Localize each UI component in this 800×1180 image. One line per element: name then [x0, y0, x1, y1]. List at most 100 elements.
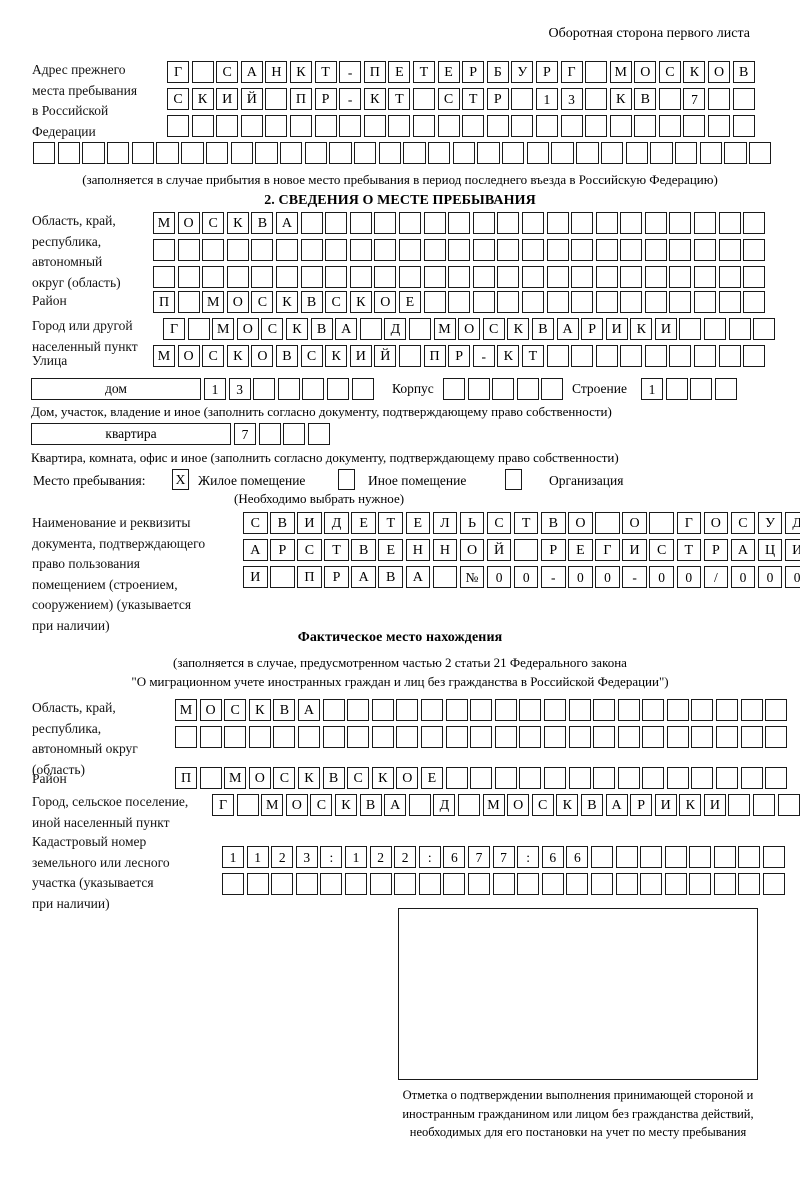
char-cell[interactable] [437, 115, 460, 137]
char-cell[interactable]: М [482, 794, 505, 816]
char-cell[interactable] [690, 378, 713, 400]
char-cell[interactable] [448, 212, 471, 234]
char-cell[interactable]: О [177, 345, 200, 367]
char-cell[interactable] [205, 142, 229, 164]
char-cell[interactable] [650, 142, 673, 164]
char-cell[interactable]: П [297, 566, 322, 588]
char-cell[interactable]: П [423, 345, 446, 367]
char-cell[interactable] [432, 566, 458, 588]
korpus-row[interactable] [443, 378, 566, 400]
char-cell[interactable]: О [634, 61, 657, 83]
char-cell[interactable]: Е [568, 539, 593, 561]
char-cell[interactable] [275, 239, 298, 261]
char-cell[interactable] [714, 378, 737, 400]
char-cell[interactable] [634, 115, 657, 137]
flat-number-row[interactable]: 7 [234, 423, 332, 445]
char-cell[interactable]: В [310, 318, 333, 340]
char-cell[interactable] [374, 239, 397, 261]
char-cell[interactable] [497, 266, 520, 288]
char-cell[interactable] [716, 767, 739, 789]
char-cell[interactable]: С [347, 767, 370, 789]
char-cell[interactable] [339, 115, 362, 137]
char-cell[interactable]: К [679, 794, 702, 816]
char-cell[interactable] [743, 291, 766, 313]
char-cell[interactable] [275, 266, 298, 288]
char-cell[interactable] [546, 291, 569, 313]
char-cell[interactable] [535, 115, 558, 137]
char-cell[interactable]: О [703, 512, 729, 534]
char-cell[interactable]: М [175, 699, 197, 721]
char-cell[interactable]: Т [388, 88, 411, 110]
char-cell[interactable] [448, 266, 471, 288]
char-cell[interactable] [394, 873, 417, 895]
char-cell[interactable] [541, 378, 564, 400]
char-cell[interactable]: Й [374, 345, 397, 367]
char-cell[interactable]: : [517, 846, 540, 868]
char-cell[interactable] [519, 699, 542, 721]
char-cell[interactable] [593, 767, 616, 789]
char-cell[interactable]: Е [420, 767, 443, 789]
char-cell[interactable]: 6 [566, 846, 589, 868]
char-cell[interactable]: Д [784, 512, 800, 534]
char-cell[interactable] [347, 699, 370, 721]
char-cell[interactable]: К [289, 61, 312, 83]
char-cell[interactable] [713, 846, 736, 868]
char-cell[interactable]: М [433, 318, 456, 340]
char-cell[interactable] [620, 291, 643, 313]
char-cell[interactable] [568, 726, 591, 748]
char-cell[interactable]: О [248, 767, 271, 789]
char-cell[interactable] [585, 61, 608, 83]
char-cell[interactable] [153, 266, 175, 288]
char-cell[interactable]: С [531, 794, 554, 816]
char-cell[interactable] [617, 726, 640, 748]
char-cell[interactable] [265, 88, 288, 110]
char-cell[interactable]: А [351, 566, 376, 588]
char-cell[interactable] [277, 378, 300, 400]
char-cell[interactable] [472, 212, 495, 234]
char-cell[interactable] [683, 115, 706, 137]
char-cell[interactable]: Р [314, 88, 337, 110]
char-cell[interactable] [738, 873, 761, 895]
char-cell[interactable]: 1 [344, 846, 367, 868]
char-cell[interactable] [396, 699, 419, 721]
char-cell[interactable] [300, 266, 323, 288]
char-cell[interactable]: Д [433, 794, 456, 816]
char-cell[interactable] [664, 846, 687, 868]
char-cell[interactable]: Р [703, 539, 729, 561]
char-cell[interactable] [477, 142, 500, 164]
char-cell[interactable] [226, 239, 249, 261]
char-cell[interactable] [521, 291, 544, 313]
char-cell[interactable] [423, 212, 446, 234]
char-cell[interactable] [448, 239, 471, 261]
char-cell[interactable]: К [507, 318, 530, 340]
char-cell[interactable]: Р [581, 318, 604, 340]
char-cell[interactable]: Т [521, 345, 544, 367]
char-cell[interactable] [617, 767, 640, 789]
char-cell[interactable] [519, 767, 542, 789]
char-cell[interactable] [344, 873, 367, 895]
stroenie-row[interactable]: 1 [641, 378, 739, 400]
char-cell[interactable]: 7 [683, 88, 706, 110]
char-cell[interactable] [699, 142, 722, 164]
char-cell[interactable]: В [275, 345, 298, 367]
cadastral-row-2[interactable] [222, 873, 788, 895]
char-cell[interactable]: 2 [394, 846, 417, 868]
char-cell[interactable]: - [339, 88, 362, 110]
char-cell[interactable] [307, 423, 330, 445]
char-cell[interactable]: В [732, 61, 755, 83]
char-cell[interactable]: А [405, 566, 431, 588]
char-cell[interactable]: Р [630, 794, 653, 816]
char-cell[interactable] [349, 212, 372, 234]
char-cell[interactable]: П [289, 88, 312, 110]
char-cell[interactable]: П [363, 61, 386, 83]
char-cell[interactable]: Г [167, 61, 189, 83]
char-cell[interactable]: Б [486, 61, 509, 83]
char-cell[interactable]: О [708, 61, 731, 83]
char-cell[interactable]: М [212, 318, 235, 340]
char-cell[interactable] [403, 142, 426, 164]
char-cell[interactable]: - [622, 566, 647, 588]
char-cell[interactable]: В [580, 794, 603, 816]
